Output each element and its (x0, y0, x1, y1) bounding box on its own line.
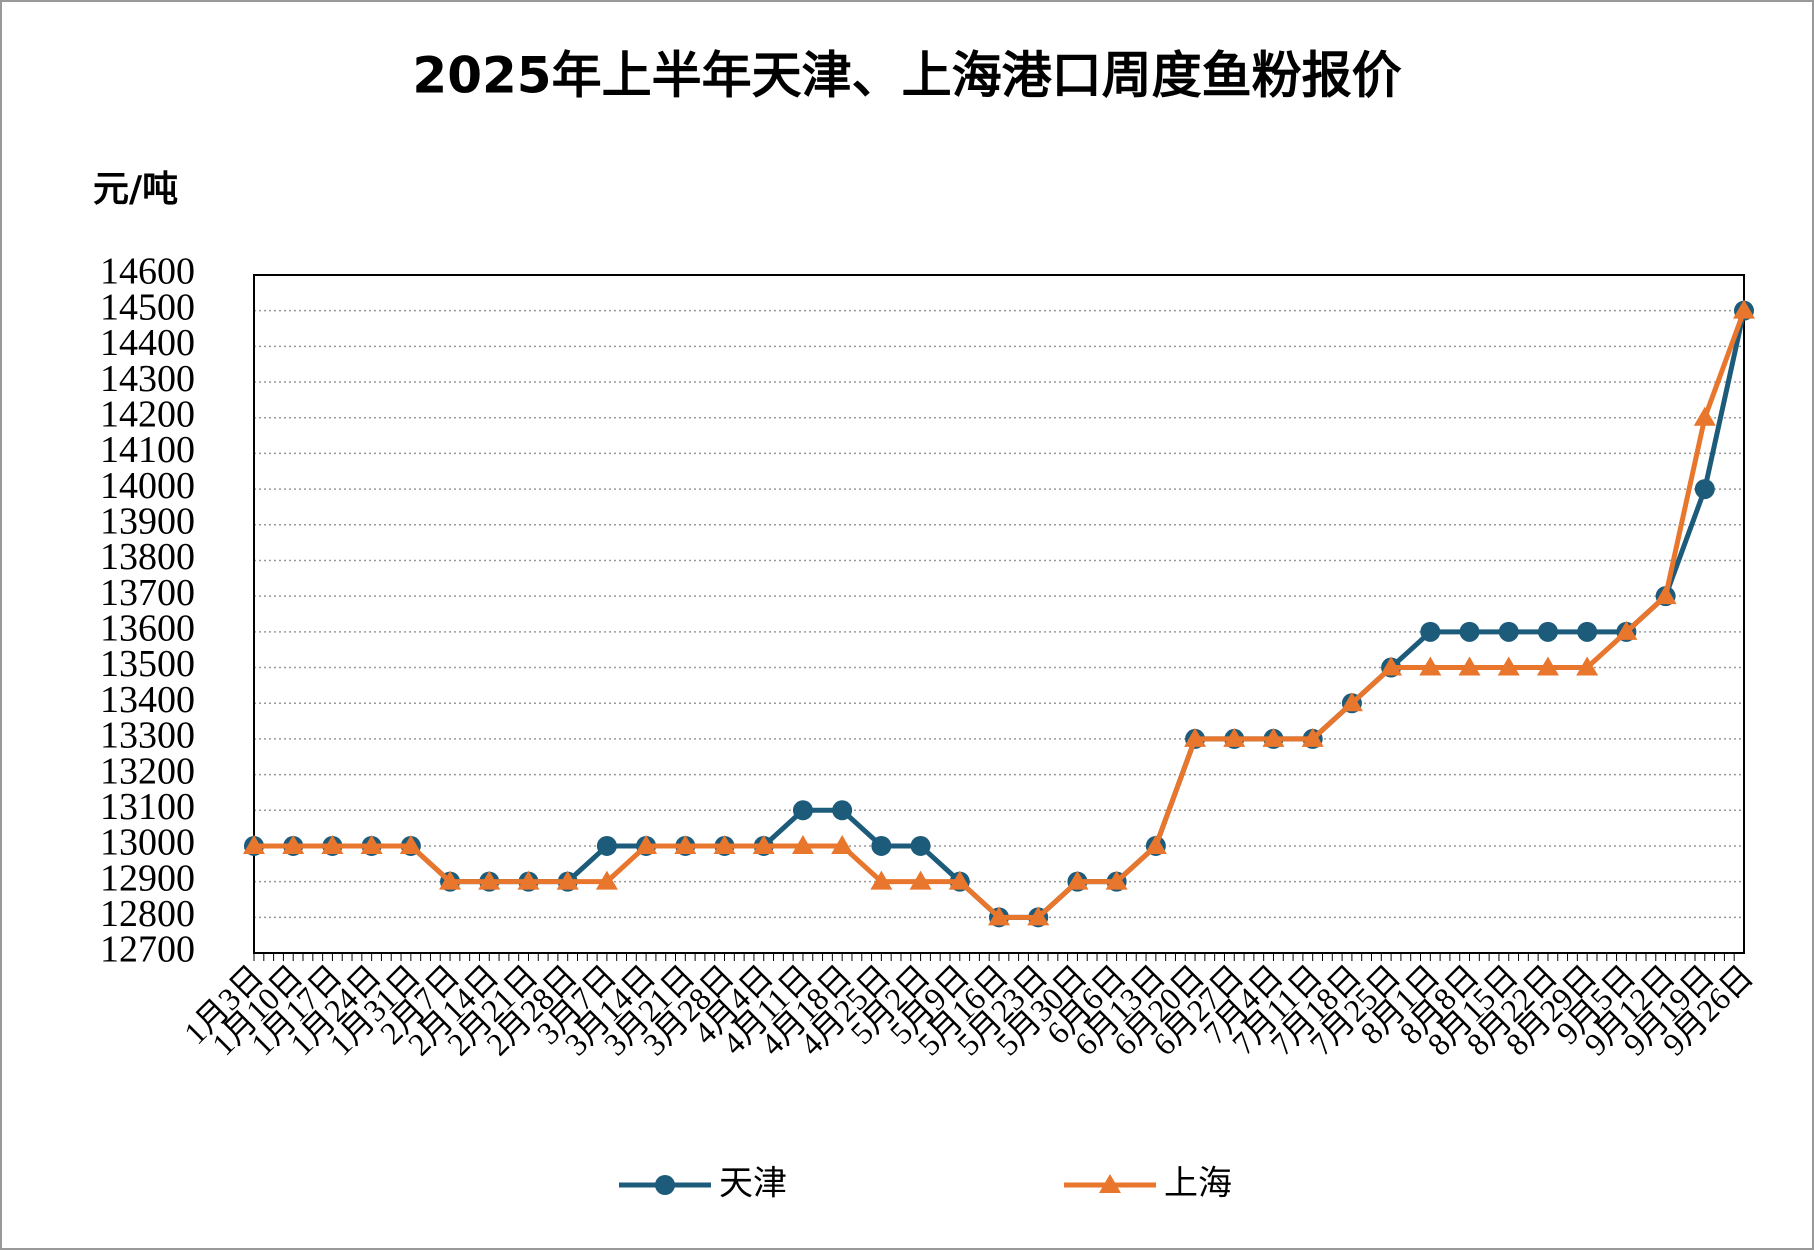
chart-title: 2025年上半年天津、上海港口周度鱼粉报价 (412, 47, 1401, 105)
y-tick-label: 13100 (100, 786, 195, 828)
point (1694, 479, 1715, 500)
point (870, 870, 893, 890)
point (910, 835, 931, 856)
y-tick-label: 14000 (100, 465, 195, 507)
point (948, 870, 971, 890)
point (871, 835, 892, 856)
point (831, 834, 854, 854)
point (713, 834, 736, 854)
point (1458, 656, 1481, 676)
y-tick-label: 13400 (100, 679, 195, 721)
point (595, 870, 618, 890)
point (909, 870, 932, 890)
y-tick-label: 14400 (100, 322, 195, 364)
y-tick-label: 14600 (100, 251, 195, 293)
point (1144, 834, 1167, 854)
point (1340, 692, 1363, 712)
y-tick-label: 14500 (100, 286, 195, 328)
y-axis-label: 元/吨 (93, 169, 178, 210)
legend-label: 天津 (719, 1164, 787, 1204)
y-tick-label: 13800 (100, 536, 195, 578)
y-tick-label: 12700 (100, 929, 195, 971)
point (1262, 727, 1285, 747)
y-tick-label: 13500 (100, 643, 195, 685)
point (243, 834, 265, 854)
point (1577, 621, 1598, 642)
point (1027, 906, 1050, 926)
y-tick-label: 13300 (100, 715, 195, 757)
point (282, 834, 305, 854)
point (1184, 727, 1207, 747)
y-tick-label: 14200 (100, 393, 195, 435)
point (556, 870, 579, 890)
point (1497, 656, 1520, 676)
point (1536, 656, 1559, 676)
point (439, 870, 462, 890)
point (1066, 870, 1089, 890)
point (1223, 727, 1246, 747)
point (1576, 656, 1599, 676)
point (1301, 727, 1324, 747)
point (635, 834, 658, 854)
point (1419, 656, 1442, 676)
y-tick-label: 12900 (100, 857, 195, 899)
point (832, 800, 853, 821)
point (1654, 585, 1677, 605)
point (1537, 621, 1558, 642)
legend-marker (1099, 1174, 1121, 1193)
point (988, 906, 1010, 926)
point (1105, 870, 1128, 890)
point (752, 834, 775, 854)
point (1498, 621, 1519, 642)
point (791, 834, 814, 854)
point (596, 835, 617, 856)
point (517, 870, 540, 890)
point (1733, 299, 1755, 319)
point (674, 834, 697, 854)
y-tick-label: 12800 (100, 893, 195, 935)
legend-label: 上海 (1164, 1164, 1232, 1204)
legend-marker (655, 1175, 675, 1195)
point (360, 834, 383, 854)
y-tick-label: 13900 (100, 501, 195, 543)
point (399, 834, 422, 854)
y-tick-label: 13000 (100, 822, 195, 864)
point (1615, 620, 1638, 640)
y-tick-label: 14300 (100, 358, 195, 400)
point (1420, 621, 1441, 642)
y-tick-label: 13200 (100, 750, 195, 792)
point (1693, 406, 1716, 426)
y-tick-label: 13700 (100, 572, 195, 614)
y-tick-label: 14100 (100, 429, 195, 471)
point (792, 800, 813, 821)
point (478, 870, 501, 890)
y-tick-label: 13600 (100, 608, 195, 650)
point (1459, 621, 1480, 642)
point (1380, 656, 1403, 676)
point (321, 834, 344, 854)
